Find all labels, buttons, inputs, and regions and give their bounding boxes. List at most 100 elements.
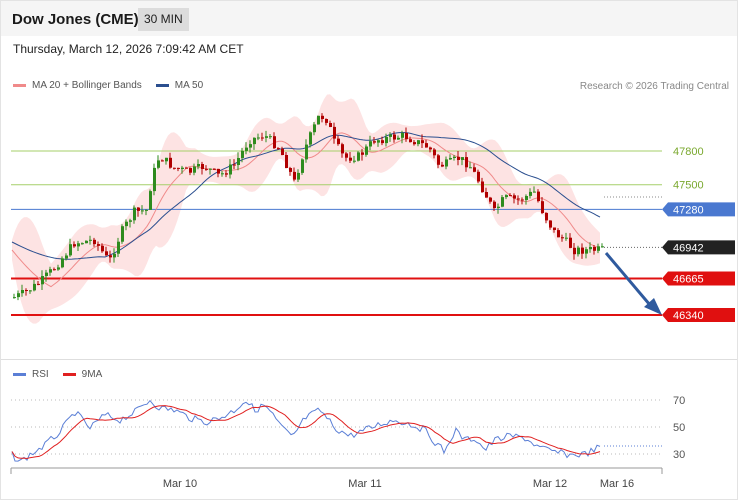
candle-body [129, 220, 132, 222]
candle-body [413, 142, 416, 145]
legend-label-ma50: MA 50 [174, 80, 204, 91]
candle-body [389, 134, 392, 137]
candle-body [437, 155, 440, 165]
candle-body [493, 201, 496, 208]
candle-body [293, 171, 296, 180]
candle-body [489, 197, 492, 202]
candle-body [497, 206, 500, 208]
legend-label-rsi: RSI [32, 369, 49, 380]
candle-body [61, 258, 64, 268]
candle-body [333, 126, 336, 139]
candle-body [433, 149, 436, 156]
candle-body [205, 168, 208, 170]
projection-arrow-head [644, 298, 662, 315]
panel-divider [1, 359, 737, 360]
bollinger-band [12, 94, 600, 324]
candle-body [597, 246, 600, 251]
candle-body [173, 167, 176, 169]
candle-body [273, 136, 276, 149]
rsi-legend: RSI 9MA [13, 369, 116, 380]
candle-body [185, 167, 188, 169]
candle-body [477, 171, 480, 182]
candle-body [229, 164, 232, 175]
x-axis-label: Mar 16 [600, 478, 634, 490]
candle-body [577, 247, 580, 255]
rsi-tick-label: 70 [673, 395, 685, 407]
candle-body [425, 143, 428, 148]
candle-body [469, 167, 472, 169]
candle-body [165, 157, 168, 162]
candle-body [269, 136, 272, 138]
legend-swatch-ma20 [13, 84, 26, 87]
interval-badge[interactable]: 30 MIN [138, 8, 189, 31]
candle-body [305, 144, 308, 160]
x-axis-label: Mar 12 [533, 478, 567, 490]
candle-body [453, 156, 456, 158]
projection-arrow-shaft [604, 252, 652, 306]
candle-body [89, 239, 92, 241]
candle-body [77, 243, 80, 247]
candle-body [149, 191, 152, 210]
candle-body [317, 115, 320, 125]
candle-body [513, 195, 516, 199]
legend-swatch-ma50 [155, 84, 169, 87]
candle-body [65, 255, 68, 259]
candle-body [429, 147, 432, 150]
candle-body [73, 244, 76, 247]
candle-body [585, 249, 588, 254]
candle-body [569, 237, 572, 248]
candle-body [69, 244, 72, 256]
candle-body [529, 191, 532, 196]
candle-body [593, 247, 596, 251]
candle-body [441, 164, 444, 167]
candle-body [461, 157, 464, 160]
legend-swatch-rsi [13, 373, 26, 376]
candle-body [213, 168, 216, 170]
x-axis-label: Mar 11 [348, 478, 381, 490]
candle-body [509, 195, 512, 197]
candle-body [505, 195, 508, 198]
candle-body [445, 159, 448, 167]
candle-body [401, 133, 404, 138]
candle-body [321, 115, 324, 119]
candle-body [297, 172, 300, 180]
candle-body [157, 160, 160, 168]
candle-body [97, 244, 100, 246]
candle-body [113, 253, 116, 258]
rsi-tick-label: 50 [673, 422, 685, 434]
candle-body [181, 167, 184, 169]
candle-body [133, 207, 136, 221]
candle-body [265, 136, 268, 138]
legend-label-ma20: MA 20 + Bollinger Bands [32, 80, 142, 91]
candle-body [357, 152, 360, 161]
candle-body [337, 138, 340, 145]
level-tag-label-47280: 47280 [673, 204, 704, 216]
candle-body [537, 191, 540, 202]
candle-body [485, 192, 488, 198]
candle-body [561, 237, 564, 239]
candle-body [245, 147, 248, 151]
rsi-tick-label: 30 [673, 449, 685, 461]
candle-body [449, 158, 452, 160]
candle-body [325, 119, 328, 123]
candle-body [125, 221, 128, 227]
candle-body [169, 157, 172, 168]
candle-body [573, 247, 576, 255]
level-tag-46942 [662, 240, 735, 255]
level-tag-47280 [662, 202, 735, 217]
candle-body [285, 155, 288, 168]
candle-body [45, 272, 48, 276]
candle-body [37, 283, 40, 285]
candle-body [121, 226, 124, 242]
candle-body [153, 167, 156, 192]
candle-body [349, 157, 352, 161]
candle-body [369, 141, 372, 147]
candle-body [85, 240, 88, 244]
candle-body [33, 283, 36, 291]
candle-body [589, 247, 592, 250]
candle-body [277, 148, 280, 150]
level-tag-46665 [662, 271, 735, 286]
candle-body [377, 140, 380, 143]
level-tag-label-46665: 46665 [673, 273, 704, 285]
